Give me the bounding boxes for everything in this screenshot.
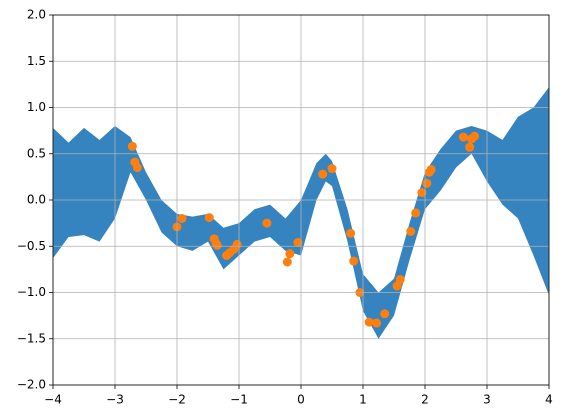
data-point — [212, 240, 222, 250]
data-point — [417, 188, 427, 198]
data-point — [395, 275, 405, 285]
data-point — [177, 214, 187, 223]
plot-frame — [52, 14, 550, 386]
y-tick-label: 1.5 — [27, 54, 46, 68]
data-point — [346, 228, 356, 238]
data-point — [458, 132, 468, 142]
data-point — [465, 142, 475, 152]
x-tick-label: 2 — [421, 393, 429, 407]
data-point — [285, 249, 295, 259]
y-tick-label: −1.0 — [17, 285, 46, 299]
data-point — [426, 164, 436, 174]
data-point — [282, 257, 292, 267]
data-point — [380, 309, 390, 319]
data-point — [406, 226, 416, 236]
data-point — [204, 213, 214, 223]
y-tick-label: −2.0 — [17, 378, 46, 392]
x-tick-label: 1 — [359, 393, 367, 407]
data-point — [422, 178, 432, 188]
y-tick-label: 1.0 — [27, 100, 46, 114]
data-point — [327, 164, 337, 174]
y-tick-label: 2.0 — [27, 8, 46, 22]
x-tick-label: 3 — [483, 393, 491, 407]
data-point — [349, 256, 359, 266]
x-tick-label: 0 — [297, 393, 305, 407]
data-point — [132, 163, 142, 173]
x-tick-label: −3 — [106, 393, 124, 407]
data-point — [364, 317, 374, 327]
data-point — [318, 169, 328, 179]
data-point — [411, 208, 421, 218]
y-tick-label: −1.5 — [17, 331, 46, 345]
y-tick-label: 0.5 — [27, 146, 46, 160]
data-point — [232, 239, 242, 249]
x-tick-label: −2 — [168, 393, 186, 407]
data-point — [293, 238, 303, 248]
x-tick-label: −1 — [230, 393, 248, 407]
data-point — [262, 218, 272, 228]
data-point — [127, 141, 137, 151]
data-point — [470, 131, 480, 141]
y-tick-label: 0.0 — [27, 193, 46, 207]
y-tick-label: −0.5 — [17, 239, 46, 253]
x-tick-label: −4 — [44, 393, 62, 407]
data-point — [372, 318, 382, 328]
x-tick-label: 4 — [545, 393, 553, 407]
